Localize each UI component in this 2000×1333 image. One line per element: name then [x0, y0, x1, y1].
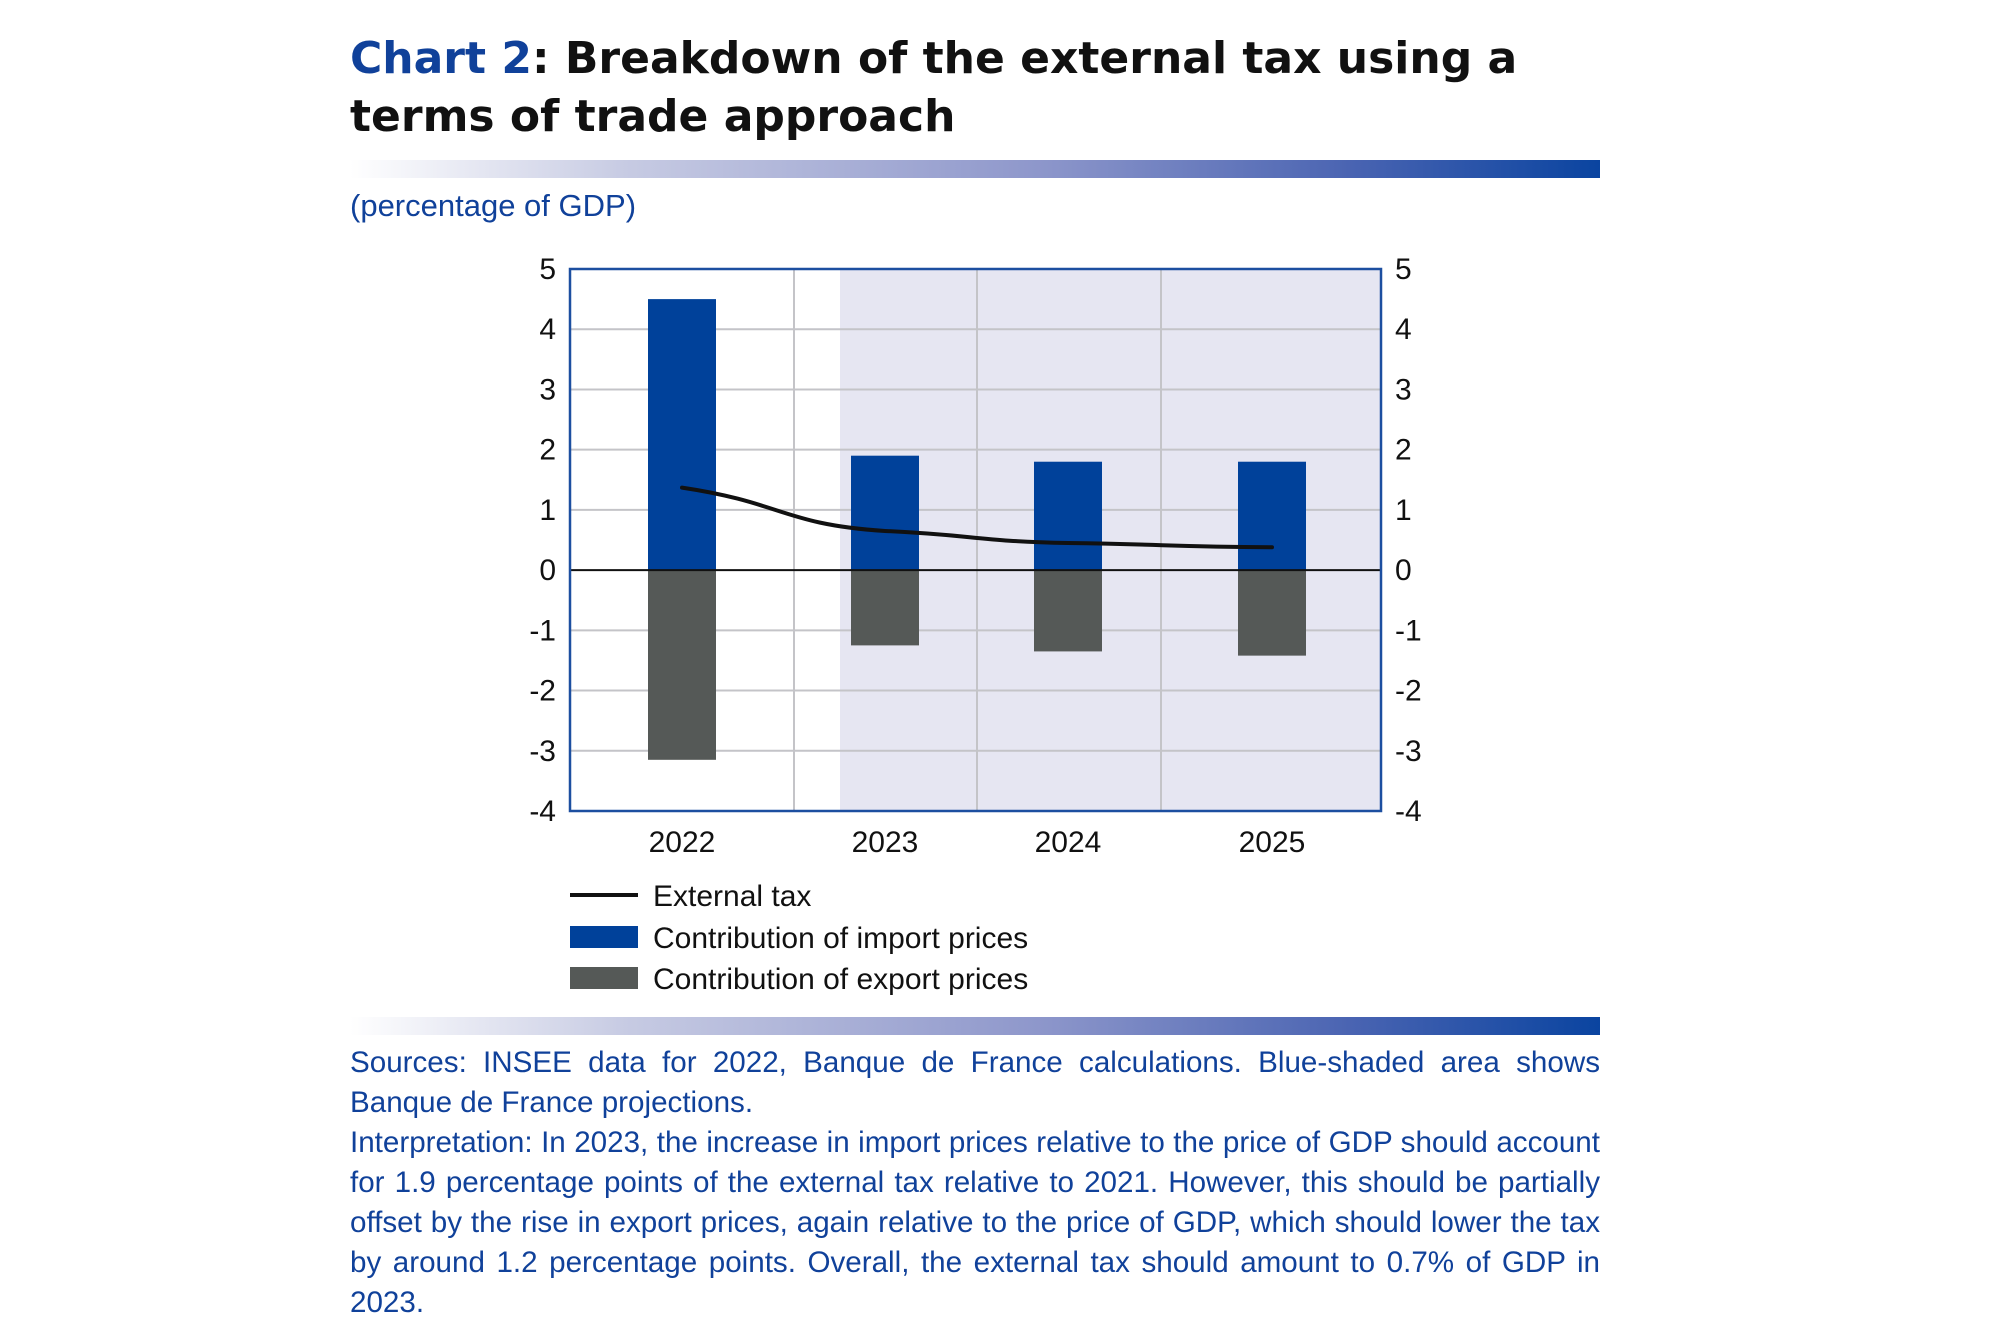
bar-line-chart: 5 5 4 4 3 3 2 2 1 1 0 0 -1 -1 -2 -2 -3 -3 -4 -4 2022 2023 2024… [529, 253, 1421, 996]
y-tick-left: 4 [539, 313, 556, 346]
y-tick-left: -1 [529, 614, 556, 647]
y-tick-left: 2 [539, 434, 556, 467]
interpretation-note: Interpretation: In 2023, the increase in… [350, 1126, 1600, 1319]
sources-note: Sources: INSEE data for 2022, Banque de … [350, 1046, 1600, 1119]
external-tax-line [680, 485, 1274, 550]
y-tick-right: 5 [1395, 253, 1412, 286]
y-tick-right: 3 [1395, 373, 1412, 406]
footer-gradient-rule [350, 1017, 1600, 1035]
y-tick-right: 2 [1395, 434, 1412, 467]
y-tick-right: -2 [1395, 675, 1422, 708]
axis-ticks: 5 5 4 4 3 3 2 2 1 1 0 0 -1 -1 -2 -2 -3 -3 -4 -4 2022 2023 2024… [529, 253, 1421, 859]
y-tick-left: 5 [539, 253, 556, 286]
notes: Sources: INSEE data for 2022, Banque de … [350, 1043, 1600, 1323]
legend-bar-swatch [570, 967, 638, 989]
bar-import-2023 [851, 455, 919, 571]
bar-import-2025 [1238, 461, 1306, 571]
plot-frame [568, 267, 1383, 813]
bar-export-2025 [1238, 570, 1306, 656]
y-tick-right: 4 [1395, 313, 1412, 346]
y-tick-right: 0 [1395, 554, 1412, 587]
bar-import-2022 [648, 299, 716, 571]
legend-label: Contribution of import prices [653, 922, 1028, 955]
bars [648, 299, 1306, 760]
bar-export-2024 [1034, 570, 1102, 652]
y-tick-left: 3 [539, 373, 556, 406]
y-tick-left: -2 [529, 675, 556, 708]
y-tick-right: -3 [1395, 735, 1422, 768]
y-tick-right: -4 [1395, 795, 1422, 828]
legend-bar-swatch [570, 926, 638, 948]
y-tick-left: -3 [529, 735, 556, 768]
y-tick-left: -4 [529, 795, 556, 828]
x-tick-label: 2024 [1035, 826, 1102, 859]
x-tick-label: 2022 [649, 826, 716, 859]
y-tick-right: 1 [1395, 494, 1412, 527]
units-label: (percentage of GDP) [350, 188, 637, 223]
y-tick-left: 0 [539, 554, 556, 587]
y-tick-left: 1 [539, 494, 556, 527]
y-tick-right: -1 [1395, 614, 1422, 647]
bar-export-2023 [851, 570, 919, 646]
bar-import-2024 [1034, 461, 1102, 571]
title-gradient-rule [350, 160, 1600, 178]
chart-title: Chart 2: Breakdown of the external tax u… [350, 30, 1610, 146]
x-tick-label: 2023 [852, 826, 919, 859]
chart-number: Chart 2 [350, 33, 532, 84]
bar-export-2022 [648, 570, 716, 760]
legend-label: Contribution of export prices [653, 963, 1028, 996]
legend-label: External tax [653, 880, 811, 913]
legend: External tax Contribution of import price… [570, 880, 1028, 996]
chart-title-text: : Breakdown of the external tax using a … [350, 33, 1518, 142]
x-tick-label: 2025 [1239, 826, 1306, 859]
